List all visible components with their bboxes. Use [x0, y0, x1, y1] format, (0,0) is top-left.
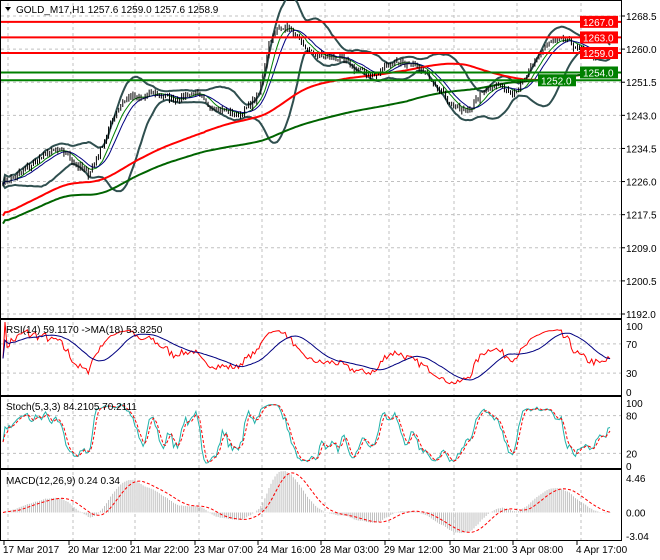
x-tick-label: 3 Apr 08:00: [512, 545, 564, 556]
x-tick-label: 23 Mar 07:00: [194, 545, 253, 556]
price-tick-label: 1251.5: [626, 78, 657, 89]
level-label: 1259.0: [583, 49, 614, 60]
x-tick-label: 17 Mar 2017: [3, 545, 60, 556]
rsi-line: [2, 321, 611, 385]
main-pane-border: [0, 0, 622, 319]
level-badge: [538, 74, 576, 87]
stoch-main-line: [2, 403, 611, 464]
price-tick-label: 1234.5: [626, 144, 657, 155]
level-badge: [580, 15, 618, 28]
rsi-tick: 30: [626, 369, 638, 380]
level-badge: [580, 31, 618, 44]
price-tick-label: 1209.0: [626, 244, 657, 255]
stoch-tick: 20: [626, 449, 638, 460]
rsi-tick: 100: [626, 322, 643, 333]
level-label: 1263.0: [583, 33, 614, 44]
dropdown-triangle-icon: [5, 7, 11, 11]
ma-100: [2, 62, 611, 217]
x-tick-label: 4 Apr 17:00: [576, 545, 628, 556]
level-badge: [580, 66, 618, 79]
macd-tick: -3.04: [626, 532, 649, 543]
macd-label: MACD(12,26,9) 0.24 0.34: [6, 476, 120, 487]
rsi-label: RSI(14) 59.1170 ->MA(18) 53.8250: [6, 325, 163, 336]
price-tick-label: 1260.0: [626, 45, 657, 56]
x-tick-label: 20 Mar 12:00: [68, 545, 127, 556]
rsi-pane-border: [0, 319, 622, 396]
rsi-ma-line: [2, 332, 611, 381]
macd-pane-border: [0, 469, 622, 541]
stoch-tick: 100: [626, 399, 643, 410]
rsi-tick: 70: [626, 340, 638, 351]
price-tick-label: 1192.0: [626, 310, 656, 321]
x-tick-label: 30 Mar 21:00: [449, 545, 508, 556]
stoch-label: Stoch(5,3,3) 84.2105 70.2111: [6, 402, 137, 413]
stoch-tick: 80: [626, 412, 638, 423]
price-tick-label: 1217.5: [626, 211, 657, 222]
level-label: 1252.0: [541, 76, 572, 87]
symbol-header: GOLD_M17,H1 1257.6 1259.0 1257.6 1258.9: [16, 5, 219, 16]
macd-tick: 4.46: [626, 474, 646, 485]
price-tick-label: 1268.5: [626, 12, 657, 23]
ma-200: [2, 70, 611, 225]
price-tick-label: 1200.5: [626, 277, 657, 288]
stoch-pane-border: [0, 396, 622, 469]
x-tick-label: 21 Mar 22:00: [130, 545, 189, 556]
price-tick-label: 1243.0: [626, 111, 657, 122]
x-tick-label: 28 Mar 03:00: [320, 545, 379, 556]
price-tick-label: 1226.0: [626, 178, 657, 189]
level-badge: [580, 47, 618, 60]
x-tick-label: 29 Mar 12:00: [384, 545, 443, 556]
x-tick-label: 24 Mar 16:00: [257, 545, 316, 556]
stoch-tick: 0: [626, 462, 632, 473]
level-label: 1267.0: [583, 18, 614, 29]
rsi-tick: 0: [626, 388, 632, 399]
stoch-signal-line: [2, 404, 611, 463]
level-label: 1254.0: [583, 68, 614, 79]
macd-tick: 0.00: [626, 508, 646, 519]
